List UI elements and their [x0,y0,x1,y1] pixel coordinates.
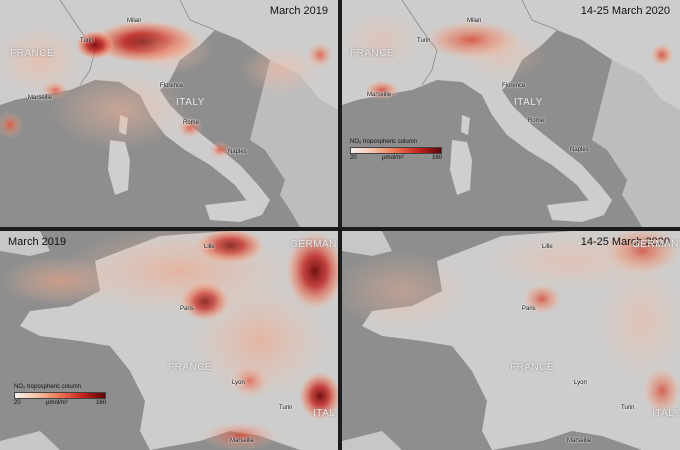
land-uk [342,231,392,256]
legend-unit: μmol/m² [382,155,404,161]
city-label-florence: Florence [502,83,526,89]
country-label-france: FRANCE [510,362,555,373]
land-uk [0,231,50,256]
city-label-lille: Lille [542,244,553,250]
panel-title: March 2019 [8,236,67,248]
no2-map-france-2019 [0,231,338,450]
no2-map-italy-2020 [342,0,680,227]
legend-no2: NO₂ tropospheric column 20 μmol/m² 160 [14,384,106,407]
city-label-marseille: Marseille [367,92,392,98]
panel-title: 14-25 March 2020 [580,236,670,248]
no2-map-france-2020 [342,231,680,450]
land-sardinia [450,140,472,195]
legend-title: NO₂ tropospheric column [14,384,82,390]
legend-colorbar [14,392,106,399]
map-panel-france-2019: March 2019 Lille Paris GERMANY FRANCE Ly… [0,231,338,450]
city-label-paris: Paris [522,306,536,312]
legend-max: 160 [431,155,442,161]
country-label-italy: ITALY [514,97,543,108]
city-label-rome: Rome [528,118,545,124]
panel-title: March 2019 [269,5,328,17]
map-panel-italy-2020: 14-25 March 2020 Milan Turin Marseille F… [342,0,680,227]
land-corsica [461,115,470,135]
land-sicily [547,200,604,222]
legend-max: 160 [95,400,106,406]
country-label-italy: ITALY [652,408,680,419]
land-spain [0,431,60,450]
country-label-france: FRANCE [10,48,55,59]
city-label-lyon: Lyon [574,380,587,386]
country-label-germany: GERMANY [290,239,338,250]
map-panel-france-2020: 14-25 March 2020 Lille Paris GERMANY FRA… [342,231,680,450]
land-sicily [205,200,262,222]
no2-hotspot-naples [208,141,232,159]
city-label-turin: Turin [80,38,94,44]
city-label-naples: Naples [228,149,247,155]
city-label-lyon: Lyon [232,380,245,386]
legend-min: 20 [350,155,357,161]
city-label-florence: Florence [160,83,184,89]
no2-hotspot-paris [522,283,562,315]
city-label-lille: Lille [204,244,215,250]
city-label-marseille: Marseille [567,438,592,444]
city-label-paris: Paris [180,306,194,312]
city-label-turin: Turin [279,405,293,411]
city-label-milan: Milan [127,18,142,24]
country-label-italy: ITALY [176,97,205,108]
legend-title: NO₂ tropospheric column [350,139,418,145]
legend-colorbar [350,147,442,154]
city-label-milan: Milan [467,18,482,24]
city-label-rome: Rome [183,120,200,126]
city-label-turin: Turin [417,38,431,44]
city-label-marseille: Marseille [230,438,255,444]
legend-no2: NO₂ tropospheric column 20 μmol/m² 160 [350,139,442,162]
city-label-marseille: Marseille [28,95,53,101]
land-mainland [342,0,680,215]
no2-map-italy-2019 [0,0,338,227]
country-label-italy: ITALY [313,408,338,419]
panel-title: 14-25 March 2020 [580,5,670,17]
map-panel-italy-2019: March 2019 Milan Turin Marseille Florenc… [0,0,338,227]
legend-min: 20 [14,400,21,406]
land-sardinia [108,140,130,195]
city-label-naples: Naples [570,147,589,153]
city-label-turin: Turin [621,405,635,411]
country-label-france: FRANCE [350,48,395,59]
land-spain [342,431,402,450]
country-label-germany: GERMANY [632,239,680,250]
legend-unit: μmol/m² [46,400,68,406]
country-label-france: FRANCE [168,362,213,373]
